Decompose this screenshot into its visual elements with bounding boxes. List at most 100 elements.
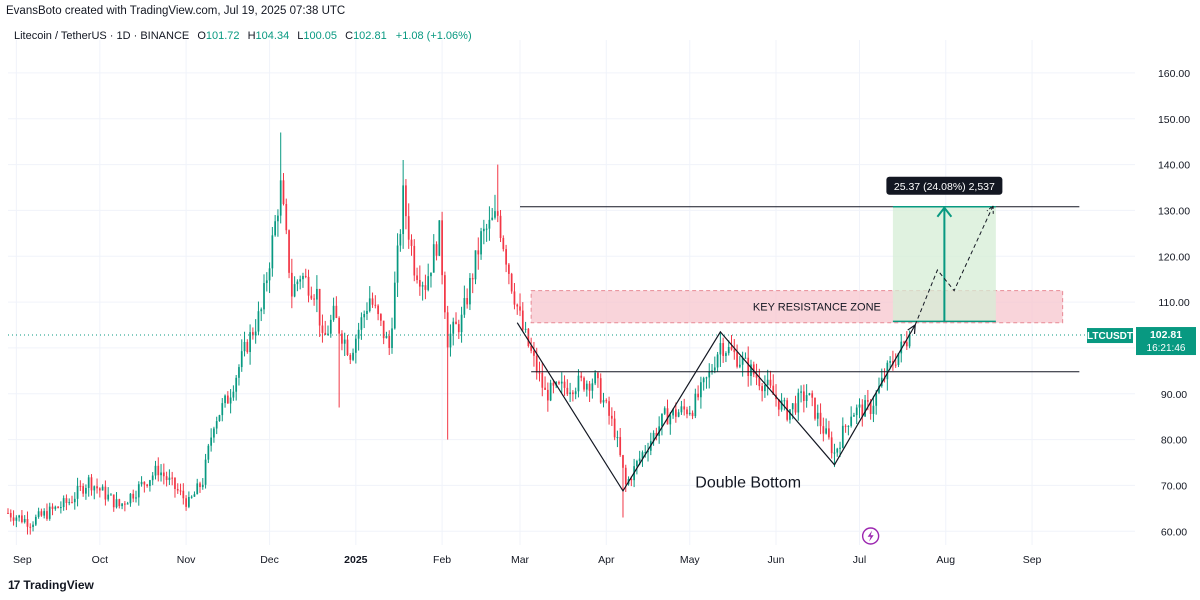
candle-body bbox=[193, 494, 196, 497]
candle-body bbox=[446, 312, 449, 348]
candle-body bbox=[265, 280, 268, 284]
candle bbox=[616, 430, 619, 448]
candle bbox=[299, 275, 302, 290]
candle-body bbox=[48, 506, 51, 519]
candle bbox=[346, 335, 349, 357]
brand[interactable]: 17 TradingView bbox=[8, 578, 94, 592]
candle bbox=[188, 491, 190, 509]
candle bbox=[844, 424, 847, 433]
candle-body bbox=[466, 298, 469, 305]
candle bbox=[569, 382, 571, 403]
candle bbox=[229, 389, 232, 414]
candle-body bbox=[137, 484, 140, 498]
candle bbox=[324, 320, 327, 336]
candle bbox=[110, 493, 112, 496]
candle-body bbox=[96, 486, 98, 489]
candle bbox=[741, 351, 744, 377]
candle bbox=[46, 503, 48, 521]
candle-body bbox=[719, 343, 722, 355]
candle-body bbox=[519, 306, 521, 311]
candle bbox=[87, 474, 90, 497]
x-tick-label: Mar bbox=[511, 554, 530, 566]
candle-body bbox=[594, 372, 597, 384]
candle bbox=[268, 262, 271, 294]
candle-body bbox=[502, 237, 505, 250]
candle-body bbox=[686, 409, 688, 415]
candle bbox=[71, 495, 73, 504]
candle bbox=[772, 374, 775, 395]
candle-body bbox=[591, 383, 594, 391]
candle-body bbox=[630, 479, 633, 481]
y-tick-label: 140.00 bbox=[1158, 160, 1190, 172]
candle bbox=[215, 416, 218, 435]
candle bbox=[29, 523, 32, 535]
candle-body bbox=[427, 276, 430, 290]
candle bbox=[402, 160, 405, 249]
candle bbox=[683, 398, 686, 416]
candle-body bbox=[858, 404, 861, 408]
candle-body bbox=[485, 228, 488, 230]
candle-body bbox=[530, 345, 533, 351]
candle bbox=[151, 472, 154, 486]
candle-body bbox=[368, 298, 371, 311]
candle-body bbox=[841, 425, 844, 448]
candle-body bbox=[98, 488, 101, 491]
y-tick-label: 110.00 bbox=[1158, 297, 1189, 309]
candle bbox=[124, 501, 126, 512]
candle bbox=[716, 351, 719, 372]
candle-body bbox=[23, 519, 26, 523]
candle bbox=[90, 474, 93, 496]
candle bbox=[410, 234, 413, 256]
candle-body bbox=[68, 502, 71, 504]
candle bbox=[677, 409, 680, 418]
candle-body bbox=[683, 406, 686, 410]
candle bbox=[722, 337, 725, 363]
candle-body bbox=[764, 385, 766, 392]
candle bbox=[396, 233, 399, 297]
candle bbox=[469, 273, 471, 311]
candle-body bbox=[112, 494, 115, 508]
candle bbox=[764, 375, 766, 398]
candle bbox=[143, 481, 146, 493]
candle-body bbox=[569, 392, 571, 395]
candle-body bbox=[149, 480, 151, 487]
candle-body bbox=[32, 524, 34, 527]
candle-body bbox=[37, 511, 40, 517]
candle bbox=[822, 417, 825, 442]
candle-body bbox=[777, 399, 780, 410]
x-tick-label: 2025 bbox=[344, 554, 368, 566]
candle bbox=[858, 398, 861, 419]
candle bbox=[861, 399, 864, 427]
candle bbox=[32, 521, 34, 532]
candle-body bbox=[655, 432, 658, 437]
candle-body bbox=[271, 235, 274, 269]
candle-body bbox=[46, 511, 48, 519]
candle-body bbox=[455, 321, 457, 325]
candle bbox=[432, 234, 435, 273]
double-bottom-pattern bbox=[516, 322, 916, 493]
candle bbox=[146, 483, 148, 488]
candle bbox=[811, 390, 814, 407]
candle bbox=[257, 301, 260, 336]
candle-body bbox=[652, 432, 655, 442]
y-tick-label: 120.00 bbox=[1158, 251, 1190, 263]
candle bbox=[232, 385, 235, 401]
candle-body bbox=[160, 472, 162, 476]
candle bbox=[23, 515, 26, 524]
candle-body bbox=[182, 490, 185, 499]
candle bbox=[505, 244, 507, 273]
candle bbox=[318, 288, 321, 338]
candle-body bbox=[624, 467, 627, 485]
candle-body bbox=[402, 185, 405, 235]
candle-body bbox=[836, 448, 839, 453]
candle bbox=[279, 132, 282, 224]
symbol-title[interactable]: Litecoin / TetherUS · 1D · BINANCE bbox=[14, 30, 190, 42]
candle bbox=[700, 376, 702, 409]
candle bbox=[307, 269, 310, 303]
candle-body bbox=[90, 477, 93, 491]
candle-body bbox=[541, 372, 544, 388]
candle bbox=[427, 263, 430, 292]
candle-body bbox=[457, 324, 460, 333]
candle-body bbox=[610, 415, 613, 419]
